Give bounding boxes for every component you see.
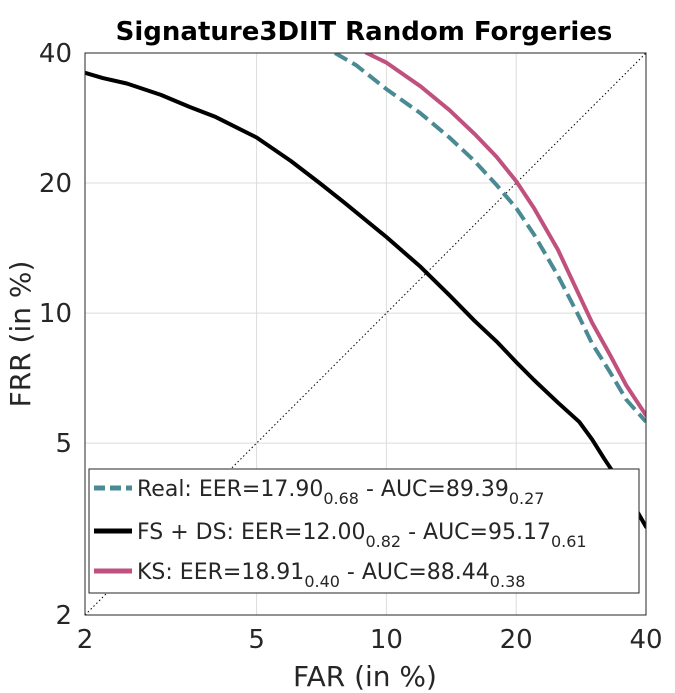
y-tick-label: 5: [55, 429, 72, 459]
x-tick-label: 10: [370, 625, 403, 655]
x-tick-label: 40: [629, 625, 662, 655]
y-tick-label: 20: [39, 169, 72, 199]
legend-box: [88, 468, 640, 594]
series-line-ks: [364, 53, 646, 418]
x-tick-label: 2: [77, 625, 94, 655]
series-lines: [85, 53, 646, 529]
plot-frame: [84, 52, 647, 616]
y-tick-label: 40: [39, 39, 72, 69]
legend-label: FS + DS: EER=12.000.82 - AUC=95.170.61: [137, 520, 587, 551]
y-tick-label: 10: [39, 299, 72, 329]
y-tick-label: 2: [55, 601, 72, 631]
x-tick-label: 5: [248, 625, 265, 655]
x-axis-label: FAR (in %): [293, 660, 437, 693]
y-axis-label: FRR (in %): [4, 261, 37, 408]
x-tick-labels: 2 5 10 20 40: [77, 625, 663, 655]
x-tick-label: 20: [500, 625, 533, 655]
y-tick-labels: 2 5 10 20 40: [39, 39, 72, 631]
legend-label: Real: EER=17.900.68 - AUC=89.390.27: [137, 477, 544, 508]
series-line-fs-ds: [85, 70, 646, 529]
chart-title: Signature3DIIT Random Forgeries: [116, 17, 613, 47]
legend-label: KS: EER=18.910.40 - AUC=88.440.38: [137, 560, 525, 591]
legend: Real: EER=17.900.68 - AUC=89.390.27 FS + …: [88, 468, 640, 594]
